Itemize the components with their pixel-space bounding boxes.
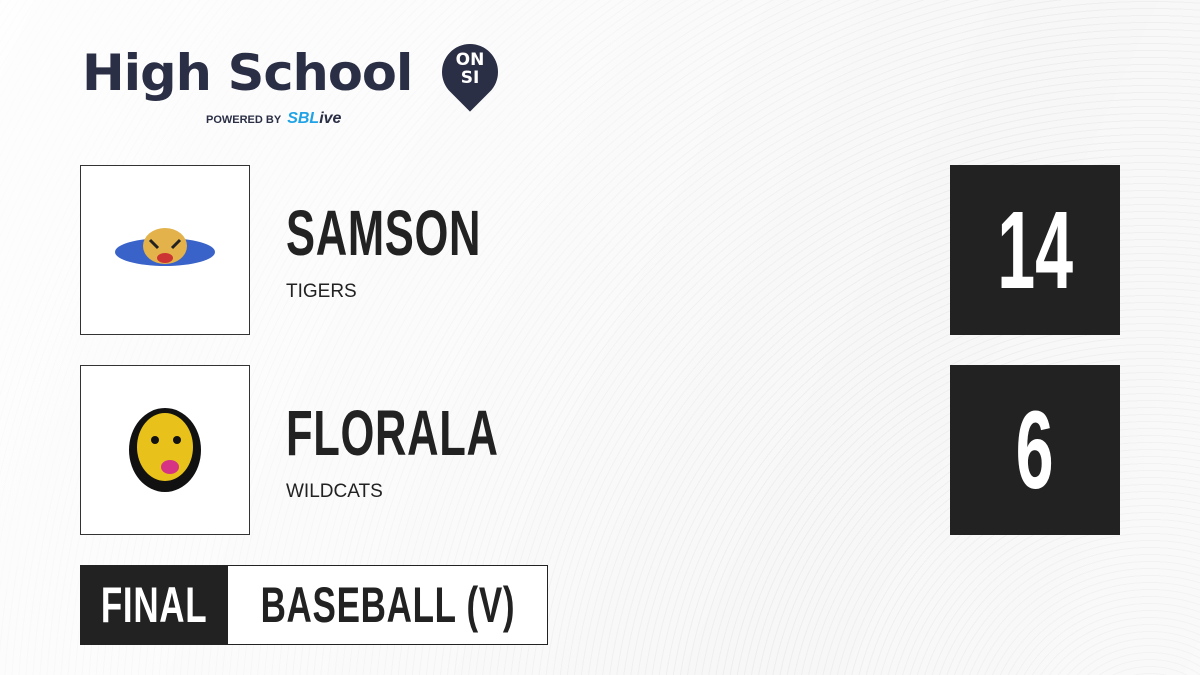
powered-by: POWERED BY SBLive — [206, 110, 341, 128]
florala-wildcats-logo — [80, 365, 250, 535]
high-school-on-si-logo: High School ON SI POWERED BY SBLive — [82, 32, 510, 127]
sport-label: BASEBALL (V) — [260, 577, 515, 633]
sport-badge: BASEBALL (V) — [228, 566, 547, 644]
powered-by-label: POWERED BY — [206, 114, 282, 126]
team-mascot-home: TIGERS — [286, 281, 357, 302]
sblive-logo: SBLive — [287, 110, 341, 127]
score-home: 14 — [950, 165, 1120, 335]
sbl-suffix: ive — [319, 110, 342, 127]
sbl-prefix: SBL — [287, 110, 320, 127]
badge-bottom: SI — [460, 68, 480, 88]
status-label: FINAL — [101, 577, 208, 633]
badge-top: ON — [455, 50, 485, 70]
game-status-bar: FINAL BASEBALL (V) — [80, 565, 548, 645]
score-home-value: 14 — [997, 188, 1073, 312]
team-mascot-away: WILDCATS — [286, 481, 383, 502]
samson-tigers-logo — [80, 165, 250, 335]
score-away: 6 — [950, 365, 1120, 535]
logo-title: High School — [82, 44, 413, 102]
score-away-value: 6 — [1016, 388, 1054, 512]
team-name-away: FLORALA — [286, 397, 499, 469]
wildcat-icon — [129, 408, 201, 492]
tiger-icon — [115, 228, 215, 266]
pin-badge: ON SI — [444, 51, 496, 87]
final-badge: FINAL — [81, 566, 228, 644]
team-name-home: SAMSON — [286, 197, 482, 269]
